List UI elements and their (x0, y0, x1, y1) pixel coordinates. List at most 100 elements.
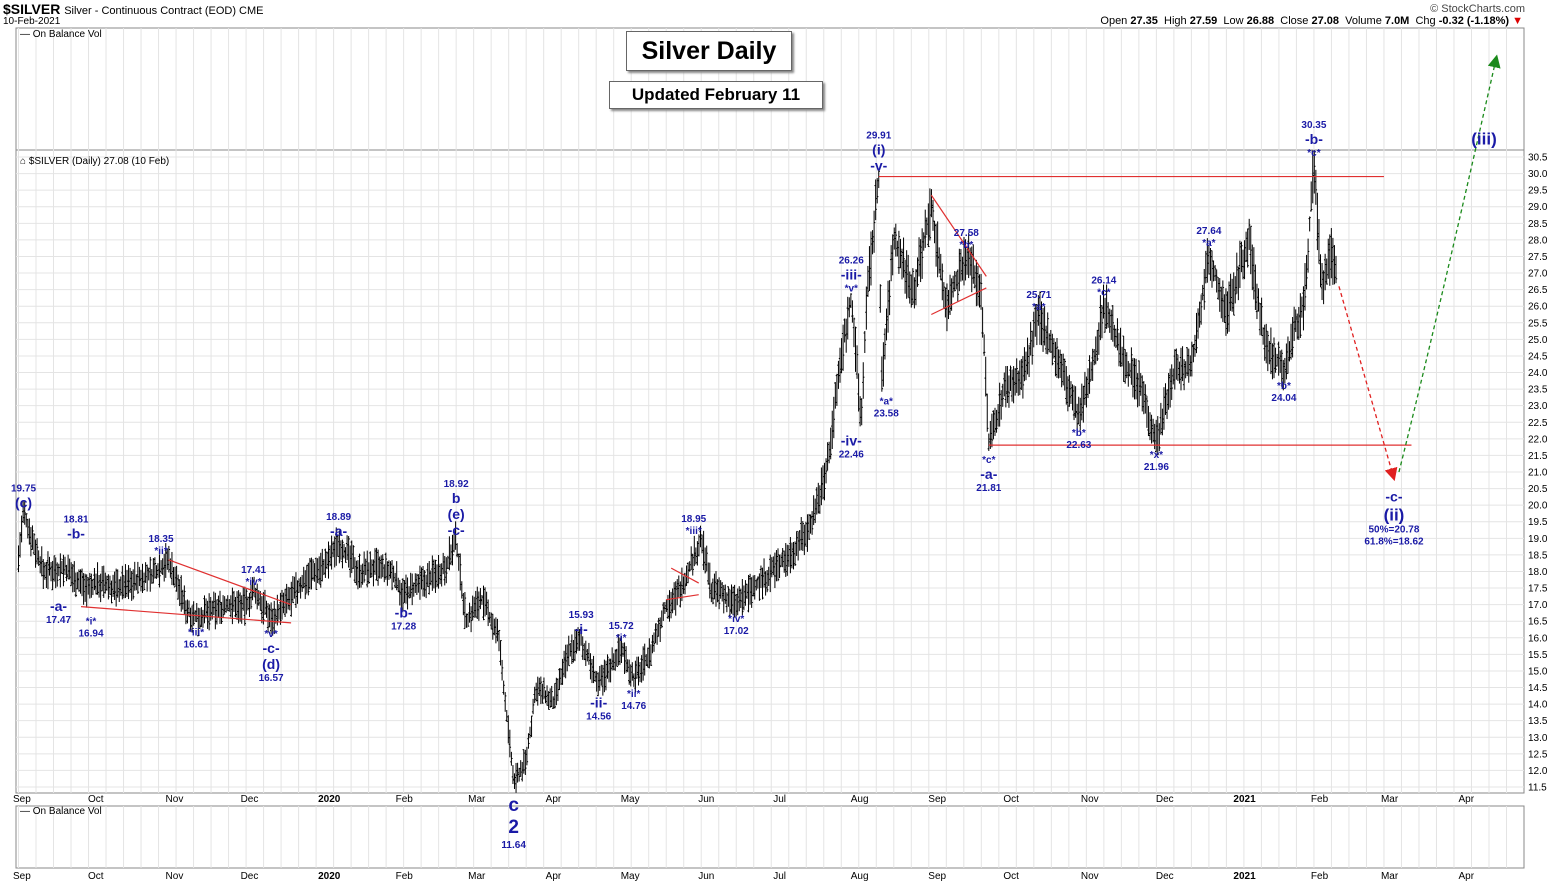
y-tick-label: 23.0 (1528, 401, 1548, 412)
wave-label: -iv- (841, 433, 862, 449)
x-tick-label: Feb (396, 871, 414, 882)
triangle-upper-line (670, 567, 700, 584)
x-tick-label: Jun (698, 871, 714, 882)
triangle-lower-line (80, 606, 292, 624)
x-tick-label: Sep (13, 871, 31, 882)
symbol-description: Silver - Continuous Contract (EOD) CME (64, 5, 264, 17)
wave-label: 50%=20.78 (1369, 524, 1420, 535)
wave-label: 29.91 (866, 131, 891, 142)
x-tick-label: Aug (851, 871, 869, 882)
x-tick-label: Jun (698, 794, 714, 805)
x-tick-label: Oct (1003, 871, 1019, 882)
wave-label: 18.89 (326, 512, 351, 523)
wave-label: (i) (872, 142, 885, 158)
wave-label: (e) (448, 506, 465, 522)
x-tick-label: May (621, 794, 640, 805)
y-tick-label: 23.5 (1528, 385, 1548, 396)
x-tick-label: Nov (1081, 871, 1099, 882)
wave-label: (iii) (1471, 129, 1497, 148)
x-tick-label: Aug (851, 794, 869, 805)
x-tick-label: Dec (1156, 794, 1174, 805)
wave-label: 16.94 (79, 629, 104, 640)
x-tick-label: Nov (166, 871, 184, 882)
x-tick-label: Dec (1156, 871, 1174, 882)
x-tick-label: Mar (1381, 794, 1399, 805)
y-tick-label: 19.0 (1528, 534, 1548, 545)
x-tick-label: 2021 (1233, 794, 1256, 805)
wave-label: 18.92 (444, 479, 469, 490)
wave-label: *c* (1307, 148, 1320, 159)
wave-label: *ii* (154, 546, 167, 557)
wave-label: -c- (448, 522, 465, 538)
triangle-upper-line (168, 559, 292, 606)
x-tick-label: Jul (773, 794, 786, 805)
wave-label: 16.61 (184, 640, 209, 651)
y-tick-label: 17.0 (1528, 600, 1548, 611)
wave-label: *a* (880, 396, 893, 407)
wave-label: *b* (1072, 428, 1086, 439)
y-tick-label: 22.5 (1528, 418, 1548, 429)
y-tick-label: 20.5 (1528, 484, 1548, 495)
down-arrow-icon: ▼ (1512, 15, 1523, 27)
wave-label: 26.26 (839, 256, 864, 267)
x-tick-label: Apr (546, 794, 562, 805)
x-tick-label: Apr (546, 871, 562, 882)
main-legend: ⌂ $SILVER (Daily) 27.08 (10 Feb) (20, 156, 170, 167)
ohlc-readout: Open 27.35 High 27.59 Low 26.88 Close 27… (1100, 15, 1523, 27)
wave-label: 17.02 (724, 626, 749, 637)
wave-label: -b- (67, 526, 85, 542)
y-tick-label: 12.5 (1528, 749, 1548, 760)
stockcharts-brand: © StockCharts.com (1430, 3, 1525, 15)
y-tick-label: 12.0 (1528, 766, 1548, 777)
y-tick-label: 24.5 (1528, 351, 1548, 362)
wave-label: 26.14 (1091, 276, 1116, 287)
wave-label: 14.56 (586, 712, 611, 723)
y-tick-label: 29.5 (1528, 186, 1548, 197)
wave-label: *b* (1277, 381, 1291, 392)
wave-label: 21.96 (1144, 462, 1169, 473)
triangle-lower-line (666, 594, 699, 601)
y-tick-label: 16.5 (1528, 617, 1548, 628)
wave-label: -c- (263, 640, 280, 656)
wave-label: (ii) (1384, 505, 1405, 524)
wave-label: 27.58 (954, 228, 979, 239)
wave-label-below-axis: 11.64 (501, 840, 526, 851)
wave-label: -ii- (590, 695, 607, 711)
wave-label: 61.8%=18.62 (1364, 536, 1424, 547)
wave-label: *b* (959, 240, 973, 251)
x-tick-label: Mar (468, 871, 486, 882)
wave-label: -a- (330, 523, 347, 539)
x-tick-label: Feb (1311, 871, 1329, 882)
wave-label: *iii* (188, 628, 204, 639)
wave-label: -v- (870, 158, 887, 174)
wave-label: -iii- (841, 267, 862, 283)
y-tick-label: 15.5 (1528, 650, 1548, 661)
chart-date: 10-Feb-2021 (3, 16, 61, 27)
wave-label: 25.71 (1026, 290, 1051, 301)
x-tick-label: Oct (88, 871, 104, 882)
wave-label: *a* (1032, 302, 1045, 313)
y-tick-label: 17.5 (1528, 584, 1548, 595)
updated-note: Updated February 11 (609, 81, 823, 109)
x-tick-label: May (621, 871, 640, 882)
x-tick-label: Apr (1458, 871, 1474, 882)
wave-label: 19.75 (11, 483, 36, 494)
wave-label: 18.95 (681, 514, 706, 525)
wave-label: *iv* (728, 614, 744, 625)
x-tick-label: Oct (1003, 794, 1019, 805)
wave-label: 22.46 (839, 450, 864, 461)
wave-label: b (452, 490, 461, 506)
wave-label: 15.72 (609, 621, 634, 632)
y-tick-label: 21.0 (1528, 468, 1548, 479)
wave-label: *iii* (686, 526, 702, 537)
wave-label: -i- (575, 621, 589, 637)
wave-label: (d) (262, 656, 280, 672)
x-tick-label: Sep (928, 794, 946, 805)
x-tick-label: Dec (241, 871, 259, 882)
x-tick-label: Sep (928, 871, 946, 882)
wave-label: 17.28 (391, 621, 416, 632)
triangle-lower-line (931, 287, 987, 316)
wave-label: -b- (395, 604, 413, 620)
wave-label: *v* (264, 629, 277, 640)
